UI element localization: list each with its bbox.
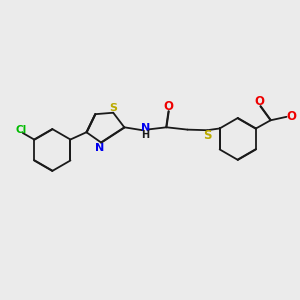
Text: O: O [287,110,297,123]
Text: N: N [141,124,150,134]
Text: O: O [164,100,174,112]
Text: H: H [141,130,149,140]
Text: N: N [95,143,104,153]
Text: S: S [204,129,212,142]
Text: O: O [254,94,264,108]
Text: S: S [109,103,117,113]
Text: Cl: Cl [16,125,27,135]
